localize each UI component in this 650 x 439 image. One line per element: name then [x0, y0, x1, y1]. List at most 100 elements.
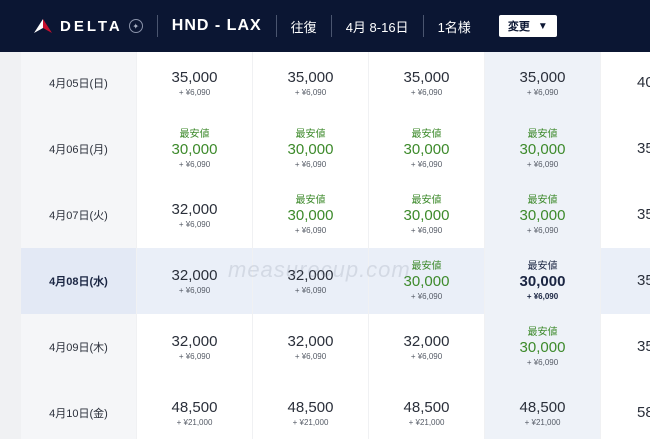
fare-tax: + ¥6,090 — [526, 159, 559, 169]
departure-date-label: 4月07日(火) — [21, 182, 136, 248]
top-bar: DELTA ✦ HND - LAX 往復 4月 8-16日 1名様 変更 ▼ — [0, 0, 650, 52]
fare-tax: + ¥6,090 — [526, 225, 559, 235]
route: HND - LAX — [171, 17, 262, 34]
fare-price: 30,000 — [287, 206, 334, 224]
change-label: 変更 — [507, 21, 530, 33]
fare-price: 32,000 — [171, 332, 218, 350]
fare-price: 30,000 — [519, 206, 566, 224]
fare-cell[interactable]: 32,000 + ¥6,090 — [137, 182, 252, 248]
fare-cell[interactable]: 48,500 + ¥21,000 — [253, 380, 368, 439]
fare-row: 4月08日(水) 32,000 + ¥6,090 32,000 + ¥6,090 最安値 3… — [21, 248, 650, 314]
lowest-fare-label: 最安値 — [295, 194, 326, 206]
fare-price: 35,000 — [403, 68, 450, 86]
fare-price: 32,000 — [287, 332, 334, 350]
fare-tax: + ¥21,000 — [408, 417, 445, 427]
divider — [422, 15, 424, 37]
fare-cell[interactable]: 32,000 + ¥6,090 — [137, 248, 252, 314]
fare-cell[interactable]: 最安値 30,000 + ¥6,090 — [137, 116, 252, 182]
fare-tax: + ¥6,090 — [526, 357, 559, 367]
fare-tax: + ¥6,090 — [294, 351, 327, 361]
fare-price: 35, — [637, 140, 650, 157]
fare-cell[interactable]: 最安値 30,000 + ¥6,090 — [253, 116, 368, 182]
fare-cell[interactable]: 32,000 + ¥6,090 — [369, 314, 484, 380]
fare-tax: + ¥6,090 — [178, 87, 211, 97]
fare-price: 30,000 — [403, 272, 450, 290]
fare-cell[interactable]: 35, — [601, 248, 650, 314]
fare-tax: + ¥6,090 — [410, 87, 443, 97]
fare-cell[interactable]: 32,000 + ¥6,090 — [137, 314, 252, 380]
fare-cell[interactable]: 最安値 30,000 + ¥6,090 — [485, 314, 600, 380]
fare-cell[interactable]: 35,000 + ¥6,090 — [369, 52, 484, 116]
travel-dates: 4月 8-16日 — [345, 19, 409, 35]
fare-tax: + ¥6,090 — [294, 159, 327, 169]
divider — [330, 15, 332, 37]
fare-cell[interactable]: 48,500 + ¥21,000 — [137, 380, 252, 439]
change-search-button[interactable]: 変更 ▼ — [498, 15, 557, 37]
lowest-fare-label: 最安値 — [527, 194, 558, 206]
fare-tax: + ¥6,090 — [410, 291, 443, 301]
fare-cell[interactable]: 35, — [601, 182, 650, 248]
fare-cell[interactable]: 48,500 + ¥21,000 — [369, 380, 484, 439]
fare-price: 32,000 — [171, 266, 218, 284]
fare-cell[interactable]: 最安値 30,000 + ¥6,090 — [253, 182, 368, 248]
fare-row: 4月05日(日) 35,000 + ¥6,090 35,000 + ¥6,090 35,0… — [21, 52, 650, 116]
lowest-fare-label: 最安値 — [527, 128, 558, 140]
fare-tax: + ¥6,090 — [178, 351, 211, 361]
lowest-fare-label: 最安値 — [295, 128, 326, 140]
fare-cell[interactable]: 最安値 30,000 + ¥6,090 — [485, 116, 600, 182]
fare-cell[interactable]: 48,500 + ¥21,000 — [485, 380, 600, 439]
fare-price: 32,000 — [287, 266, 334, 284]
departure-date-label: 4月10日(金) — [21, 380, 136, 439]
brand-name: DELTA — [60, 17, 123, 35]
fare-tax: + ¥21,000 — [524, 417, 561, 427]
fare-price: 35, — [637, 206, 650, 223]
fare-cell[interactable]: 最安値 30,000 + ¥6,090 — [369, 248, 484, 314]
fare-cell[interactable]: 58 — [601, 380, 650, 439]
fare-cell[interactable]: 40 — [601, 52, 650, 116]
fare-tax: + ¥6,090 — [178, 159, 211, 169]
fare-row: 4月09日(木) 32,000 + ¥6,090 32,000 + ¥6,090 32,0… — [21, 314, 650, 380]
fare-cell[interactable]: 35, — [601, 314, 650, 380]
fare-price: 32,000 — [403, 332, 450, 350]
fare-tax: + ¥21,000 — [292, 417, 329, 427]
fare-cell[interactable]: 35,000 + ¥6,090 — [137, 52, 252, 116]
fare-price: 48,500 — [519, 398, 566, 416]
fare-cell[interactable]: 32,000 + ¥6,090 — [253, 314, 368, 380]
fare-cell[interactable]: 最安値 30,000 + ¥6,090 — [485, 182, 600, 248]
fare-price: 58 — [637, 404, 650, 421]
fare-cell[interactable]: 最安値 30,000 + ¥6,090 — [369, 182, 484, 248]
fare-grid-inner: 4月05日(日) 35,000 + ¥6,090 35,000 + ¥6,090 35,0… — [21, 52, 650, 439]
delta-logo[interactable]: DELTA ✦ — [0, 0, 143, 52]
fare-price: 35,000 — [287, 68, 334, 86]
fare-cell[interactable]: 32,000 + ¥6,090 — [253, 248, 368, 314]
fare-cell[interactable]: 35,000 + ¥6,090 — [485, 52, 600, 116]
fare-price: 30,000 — [403, 140, 450, 158]
fare-tax: + ¥21,000 — [176, 417, 213, 427]
fare-price: 30,000 — [519, 272, 566, 290]
fare-cell[interactable]: 35,000 + ¥6,090 — [253, 52, 368, 116]
fare-price: 32,000 — [171, 200, 218, 218]
fare-price: 35,000 — [519, 68, 566, 86]
fare-tax: + ¥6,090 — [294, 285, 327, 295]
fare-calendar-grid: 4月05日(日) 35,000 + ¥6,090 35,000 + ¥6,090 35,0… — [0, 52, 650, 439]
skyteam-icon: ✦ — [128, 19, 143, 33]
caret-down-icon: ▼ — [537, 20, 548, 32]
departure-date-label: 4月09日(木) — [21, 314, 136, 380]
fare-price: 30,000 — [403, 206, 450, 224]
fare-price: 35, — [637, 272, 650, 289]
trip-type: 往復 — [290, 19, 317, 35]
fare-cell[interactable]: 35, — [601, 116, 650, 182]
fare-tax: + ¥6,090 — [526, 291, 559, 301]
fare-tax: + ¥6,090 — [526, 87, 559, 97]
fare-row: 4月10日(金) 48,500 + ¥21,000 48,500 + ¥21,000 48… — [21, 380, 650, 439]
fare-row: 4月07日(火) 32,000 + ¥6,090 最安値 30,000 + ¥6,090 最… — [21, 182, 650, 248]
fare-price: 35, — [637, 338, 650, 355]
fare-cell[interactable]: 最安値 30,000 + ¥6,090 — [369, 116, 484, 182]
fare-tax: + ¥6,090 — [410, 351, 443, 361]
fare-tax: + ¥6,090 — [294, 87, 327, 97]
fare-price: 48,500 — [403, 398, 450, 416]
fare-tax: + ¥6,090 — [294, 225, 327, 235]
fare-tax: + ¥6,090 — [178, 285, 211, 295]
fare-cell[interactable]: 最安値 30,000 + ¥6,090 — [485, 248, 600, 314]
fare-price: 48,500 — [171, 398, 218, 416]
